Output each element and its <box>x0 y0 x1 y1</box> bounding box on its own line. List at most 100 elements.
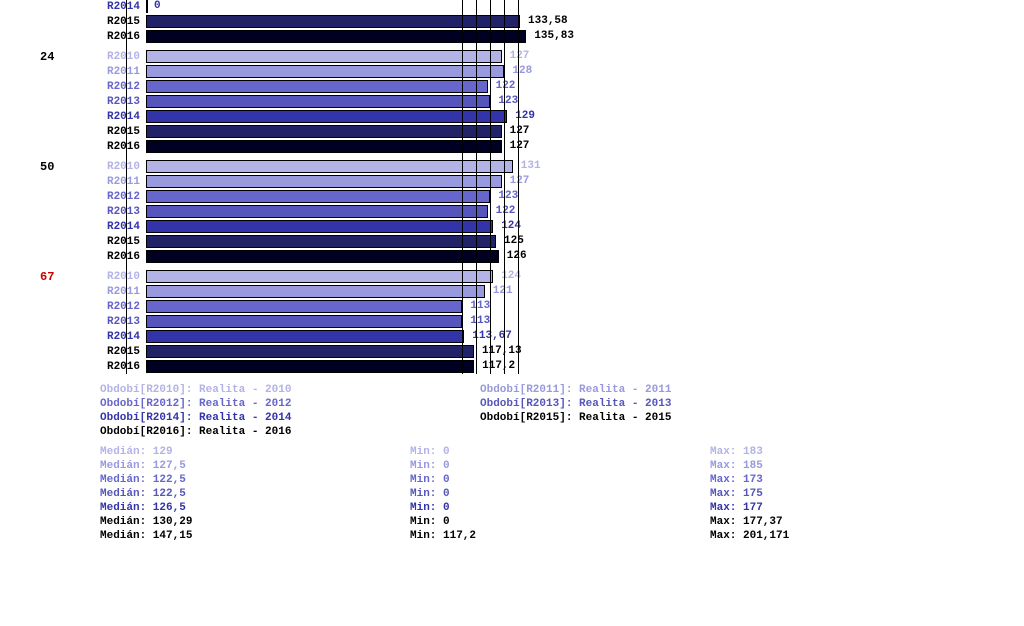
legend-periods: Období[R2010]: Realita - 2010Období[R201… <box>100 384 860 440</box>
bar-row: R2011121 <box>20 285 1024 299</box>
year-label: R2015 <box>20 236 146 248</box>
bar <box>146 285 485 298</box>
year-label: R2014 <box>20 111 146 123</box>
year-label: R2014 <box>20 331 146 343</box>
bar <box>146 190 490 203</box>
bar <box>146 315 462 328</box>
bar <box>146 175 502 188</box>
year-label: R2012 <box>20 81 146 93</box>
bar-zone: 123 <box>146 190 706 204</box>
legend-stats-row: Medián: 122,5Min: 0Max: 173 <box>100 474 860 486</box>
bar-row: R2013122 <box>20 205 1024 219</box>
year-label: R2015 <box>20 346 146 358</box>
bar-zone: 113,67 <box>146 330 706 344</box>
value-label: 131 <box>521 160 541 172</box>
value-label: 123 <box>498 190 518 202</box>
value-label: 117,13 <box>482 345 522 357</box>
bar-zone: 127 <box>146 175 706 189</box>
value-label: 0 <box>154 0 161 12</box>
legend-stats-row: Medián: 127,5Min: 0Max: 185 <box>100 460 860 472</box>
stat-min: Min: 0 <box>410 474 710 486</box>
bar-zone: 126 <box>146 250 706 264</box>
value-label: 129 <box>515 110 535 122</box>
bar <box>146 330 464 343</box>
bar-zone: 124 <box>146 270 706 284</box>
value-label: 113 <box>470 300 490 312</box>
value-label: 127 <box>510 175 530 187</box>
bar-zone: 129 <box>146 110 706 124</box>
stat-median: Medián: 130,29 <box>100 516 410 528</box>
bar <box>146 95 490 108</box>
bar-row: R2010 124 <box>20 270 1024 284</box>
bar-zone: 127 <box>146 140 706 154</box>
stat-median: Medián: 122,5 <box>100 474 410 486</box>
bar-row: R20140 <box>20 0 1024 14</box>
year-label: R2016 <box>20 31 146 43</box>
bar <box>146 360 474 373</box>
legend-period-item: Období[R2013]: Realita - 2013 <box>480 398 860 410</box>
year-label: R2013 <box>20 316 146 328</box>
bar-row: R2014113,67 <box>20 330 1024 344</box>
bar-zone: 121 <box>146 285 706 299</box>
stat-max: Max: 185 <box>710 460 763 472</box>
year-label: R2013 <box>20 206 146 218</box>
value-label: 127 <box>510 50 530 62</box>
legend: Období[R2010]: Realita - 2010Období[R201… <box>100 384 860 542</box>
value-label: 128 <box>512 65 532 77</box>
group-label: 50 <box>40 160 54 174</box>
value-label: 124 <box>501 270 521 282</box>
bar-row: R2016126 <box>20 250 1024 264</box>
bar <box>146 65 504 78</box>
stat-min: Min: 117,2 <box>410 530 710 542</box>
bar-row: R2014 124 <box>20 220 1024 234</box>
year-label: R2010 <box>20 51 146 63</box>
value-label: 133,58 <box>528 15 568 27</box>
bar-row: R2011127 <box>20 175 1024 189</box>
year-label: R2012 <box>20 301 146 313</box>
stat-max: Max: 173 <box>710 474 763 486</box>
value-label: 121 <box>493 285 513 297</box>
year-label: R2016 <box>20 251 146 263</box>
value-label: 113 <box>470 315 490 327</box>
value-label: 124 <box>501 220 521 232</box>
bar <box>146 110 507 123</box>
year-label: R2013 <box>20 96 146 108</box>
year-label: R2015 <box>20 126 146 138</box>
year-label: R2014 <box>20 221 146 233</box>
value-label: 127 <box>510 125 530 137</box>
value-label: 125 <box>504 235 524 247</box>
stat-max: Max: 177,37 <box>710 516 783 528</box>
stat-max: Max: 183 <box>710 446 763 458</box>
bar-zone: 113 <box>146 300 706 314</box>
bar-zone: 0 <box>146 0 706 14</box>
year-label: R2010 <box>20 271 146 283</box>
group: 24R2010127R2011128R2012122R2013123R20141… <box>20 50 1024 154</box>
stat-median: Medián: 147,15 <box>100 530 410 542</box>
bar-row: R2015 125 <box>20 235 1024 249</box>
year-label: R2011 <box>20 66 146 78</box>
bar-zone: 133,58 <box>146 15 706 29</box>
bar-zone: 135,83 <box>146 30 706 44</box>
stat-max: Max: 175 <box>710 488 763 500</box>
year-label: R2016 <box>20 361 146 373</box>
bar-zone: 117,13 <box>146 345 706 359</box>
legend-stats-row: Medián: 122,5Min: 0Max: 175 <box>100 488 860 500</box>
bar-zone: 127 <box>146 50 706 64</box>
bar <box>146 0 148 13</box>
bar <box>146 80 488 93</box>
bar-zone: 123 <box>146 95 706 109</box>
bar-row: R2015 117,13 <box>20 345 1024 359</box>
bar-row: R2016117,2 <box>20 360 1024 374</box>
year-label: R2012 <box>20 191 146 203</box>
year-label: R2015 <box>20 16 146 28</box>
value-label: 122 <box>496 80 516 92</box>
stat-min: Min: 0 <box>410 502 710 514</box>
bar <box>146 140 502 153</box>
value-label: 123 <box>498 95 518 107</box>
stat-median: Medián: 126,5 <box>100 502 410 514</box>
bar-zone: 117,2 <box>146 360 706 374</box>
bar-row: R2012 122 <box>20 80 1024 94</box>
bar <box>146 125 502 138</box>
bar-row: R2012 113 <box>20 300 1024 314</box>
bar <box>146 220 493 233</box>
